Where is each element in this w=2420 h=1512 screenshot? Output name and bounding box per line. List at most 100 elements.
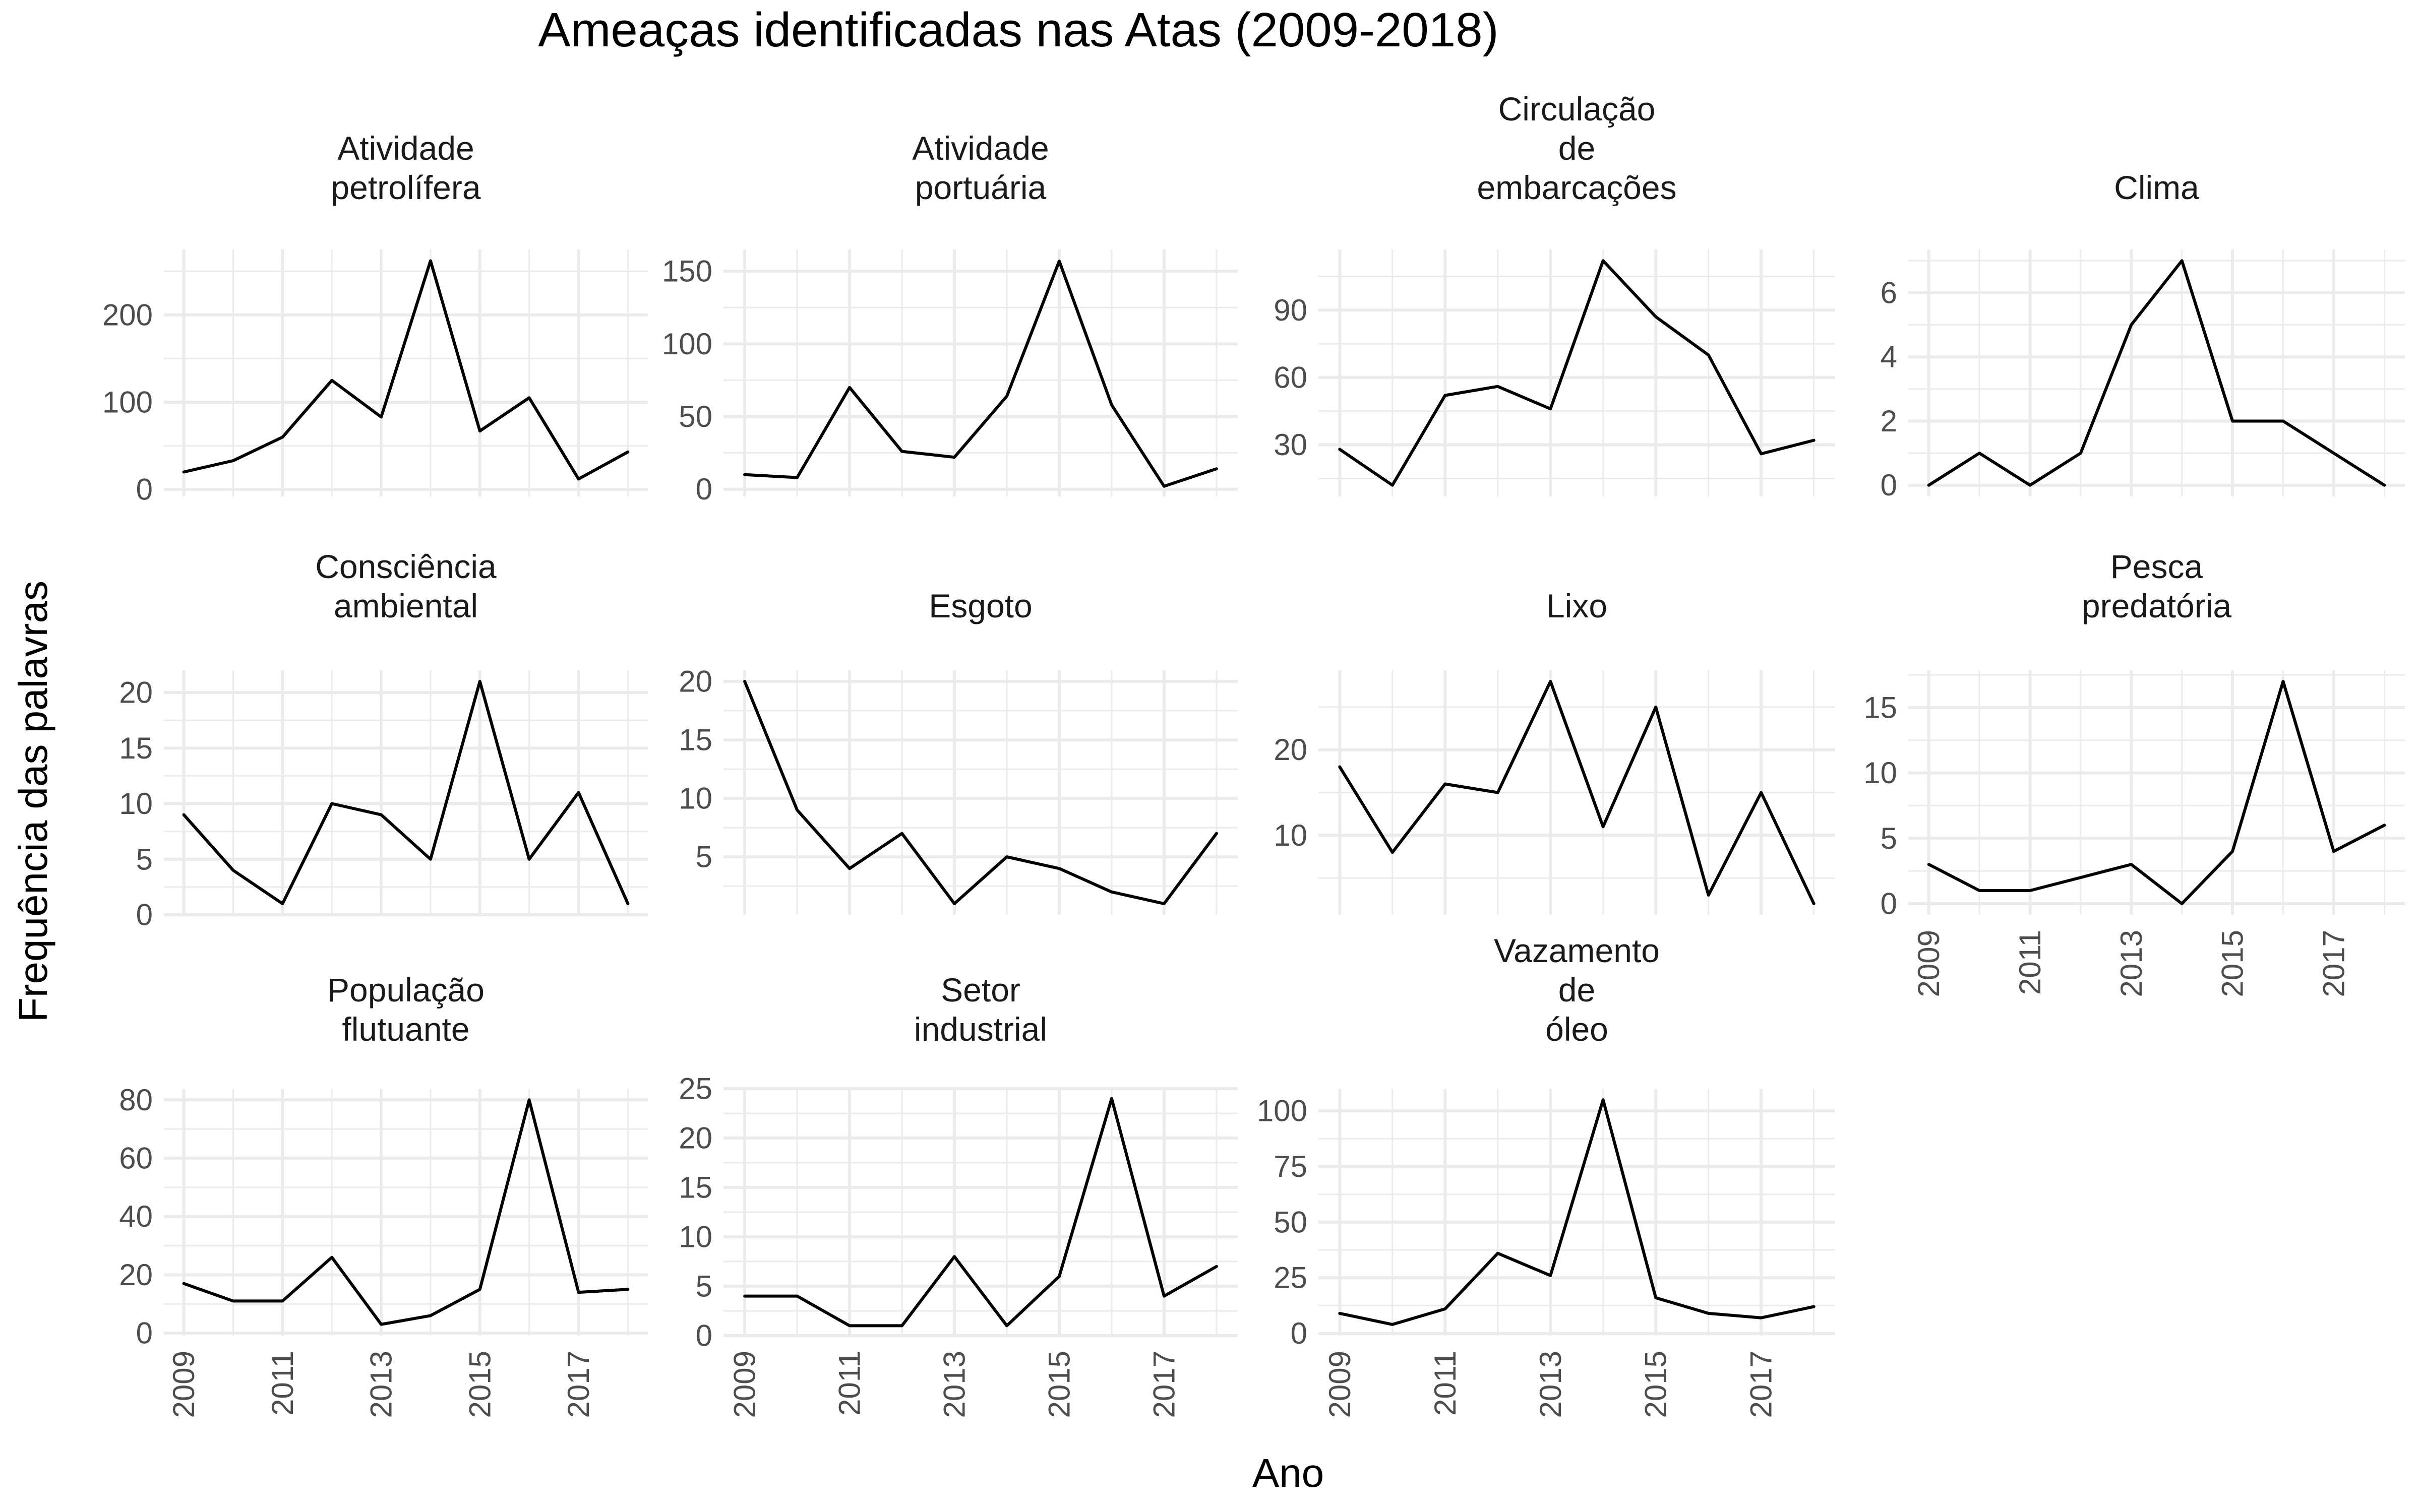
panel-title: flutuante	[342, 1011, 469, 1048]
y-tick-label: 0	[1291, 1316, 1307, 1350]
panel-title: Atividade	[337, 130, 474, 167]
panel-title: ambiental	[334, 587, 478, 624]
y-tick-label: 10	[679, 1220, 712, 1254]
panel-11: 0 25 50 75 100 2009 2011 2013 2015 2017 Vazamentod…	[1257, 932, 1835, 1418]
series-line	[1338, 1098, 1816, 1326]
y-tick-label: 10	[679, 782, 712, 815]
y-tick-label: 100	[102, 386, 153, 419]
y-tick-label: 15	[679, 723, 712, 757]
y-tick-label: 0	[1881, 887, 1897, 920]
x-tick-label: 2017	[1147, 1351, 1181, 1418]
series-line	[743, 260, 1218, 488]
panel-4: 0 2 4 6 Clima	[1881, 169, 2405, 502]
x-tick-label: 2011	[2013, 930, 2047, 995]
panel-8: 0 5 10 15 2009 2011 2013 2015 2017 Pescapredatóri…	[1863, 548, 2405, 997]
y-tick-label: 60	[119, 1141, 153, 1175]
y-tick-label: 5	[696, 1270, 712, 1303]
y-tick-label: 4	[1881, 340, 1897, 374]
y-tick-label: 75	[1274, 1150, 1307, 1183]
y-tick-label: 0	[136, 1316, 153, 1350]
series-line	[182, 259, 630, 481]
panel-title: embarcações	[1477, 169, 1676, 206]
y-tick-label: 25	[679, 1072, 712, 1106]
y-tick-label: 100	[662, 327, 712, 361]
series-line	[1927, 259, 2386, 487]
y-tick-label: 0	[696, 472, 712, 506]
panel-title: Circulação	[1498, 90, 1656, 128]
y-tick-label: 150	[662, 255, 712, 288]
x-tick-label: 2015	[2216, 930, 2250, 997]
y-tick-label: 25	[1274, 1261, 1307, 1295]
y-tick-label: 80	[119, 1083, 153, 1117]
x-tick-label: 2015	[1639, 1351, 1673, 1418]
y-tick-label: 30	[1274, 428, 1307, 462]
panel-title: de	[1558, 130, 1595, 167]
x-tick-label: 2013	[365, 1351, 398, 1418]
panel-title: Consciência	[315, 548, 497, 585]
x-tick-label: 2011	[833, 1351, 867, 1416]
x-tick-label: 2017	[1744, 1351, 1778, 1418]
y-tick-label: 10	[119, 787, 153, 821]
y-tick-label: 10	[1863, 756, 1897, 790]
panel-title: Setor	[941, 971, 1020, 1009]
y-tick-label: 20	[1274, 733, 1307, 767]
y-tick-label: 5	[696, 840, 712, 874]
x-tick-label: 2017	[2317, 930, 2350, 997]
series-line	[182, 680, 630, 905]
x-tick-label: 2013	[1534, 1351, 1567, 1418]
series-line	[1338, 259, 1816, 487]
y-tick-label: 100	[1257, 1094, 1307, 1128]
y-tick-label: 0	[1881, 468, 1897, 502]
x-tick-label: 2015	[463, 1351, 497, 1418]
panel-title: Lixo	[1546, 587, 1607, 624]
chart-title: Ameaças identificadas nas Atas (2009-201…	[538, 3, 1498, 57]
panel-title: petrolífera	[331, 169, 480, 206]
panel-title: Esgoto	[929, 587, 1032, 624]
panel-6: 5 10 15 20 Esgoto	[679, 587, 1238, 915]
x-tick-label: 2009	[1912, 930, 1946, 997]
series-line	[743, 680, 1218, 905]
y-tick-label: 2	[1881, 404, 1897, 438]
panel-10: 0 5 10 15 20 25 2009 2011 2013 2015 2017 Setorindus…	[679, 971, 1238, 1418]
y-tick-label: 50	[679, 400, 712, 433]
panel-title: Atividade	[912, 130, 1049, 167]
x-tick-label: 2011	[266, 1351, 299, 1416]
x-tick-label: 2013	[938, 1351, 972, 1418]
panel-title: industrial	[914, 1011, 1047, 1048]
y-tick-label: 90	[1274, 293, 1307, 327]
y-tick-label: 20	[679, 665, 712, 699]
panel-7: 10 20 Lixo	[1274, 587, 1835, 915]
x-tick-label: 2011	[1428, 1351, 1462, 1416]
y-tick-label: 60	[1274, 360, 1307, 394]
y-tick-label: 20	[679, 1121, 712, 1155]
y-tick-label: 10	[1274, 818, 1307, 852]
x-axis-title: Ano	[1252, 1451, 1324, 1495]
y-tick-label: 15	[679, 1171, 712, 1205]
x-tick-label: 2017	[562, 1351, 595, 1418]
panel-title: óleo	[1545, 1011, 1608, 1048]
y-tick-label: 5	[136, 842, 153, 876]
panel-title: de	[1558, 971, 1595, 1009]
series-line	[1927, 680, 2386, 905]
y-tick-label: 0	[136, 898, 153, 932]
panel-title: Pesca	[2110, 548, 2203, 585]
x-tick-label: 2015	[1042, 1351, 1076, 1418]
y-tick-label: 50	[1274, 1205, 1307, 1239]
y-tick-label: 15	[1863, 690, 1897, 724]
y-tick-label: 40	[119, 1200, 153, 1233]
panel-title: portuária	[915, 169, 1047, 206]
panel-title: População	[327, 971, 485, 1009]
y-tick-label: 15	[119, 731, 153, 765]
x-tick-label: 2009	[1323, 1351, 1357, 1418]
x-tick-label: 2013	[2114, 930, 2148, 997]
series-line	[743, 1097, 1218, 1328]
panel-title: Vazamento	[1494, 932, 1660, 969]
y-axis-title: Frequência das palavras	[11, 581, 55, 1022]
y-tick-label: 20	[119, 1258, 153, 1292]
panel-title: Clima	[2114, 169, 2199, 206]
